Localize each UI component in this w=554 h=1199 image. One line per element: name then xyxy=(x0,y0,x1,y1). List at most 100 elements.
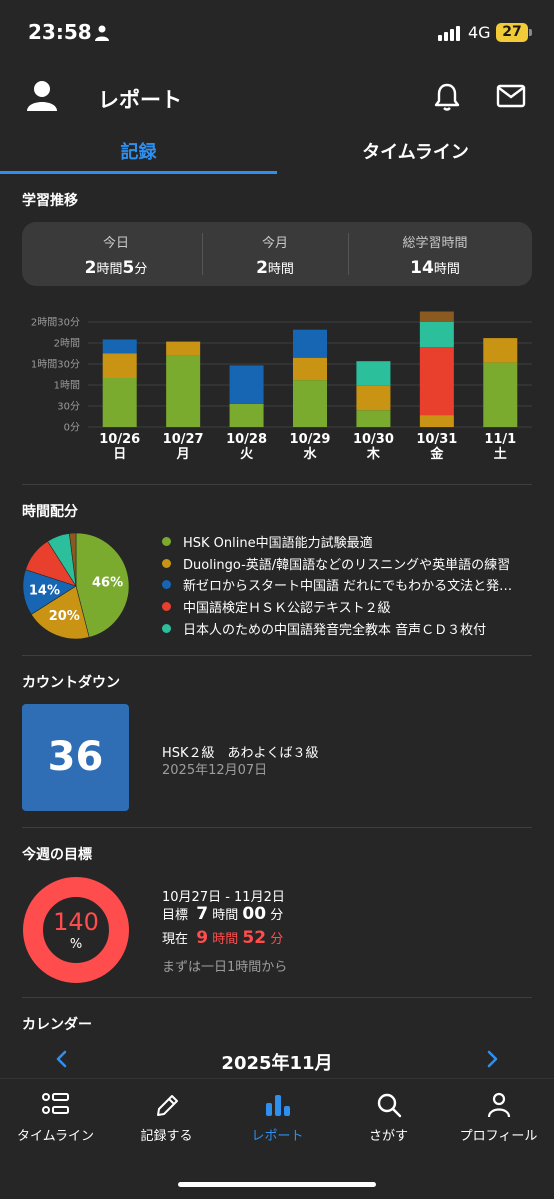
legend-label: HSK Online中国語能力試験最適 xyxy=(183,536,373,552)
bar-segment xyxy=(102,378,137,427)
x-tick-label: 10/30 xyxy=(353,432,394,447)
legend-label: 日本人のための中国語発音完全教本 音声ＣＤ３枚付 xyxy=(183,622,487,638)
x-weekday-label: 日 xyxy=(113,447,126,462)
x-tick-label: 10/31 xyxy=(416,432,457,447)
study-trend-title: 学習推移 xyxy=(22,193,78,209)
bar-segment xyxy=(483,362,518,427)
bar-segment xyxy=(229,365,264,404)
summary-total-label: 総学習時間 xyxy=(402,236,468,251)
x-weekday-label: 土 xyxy=(494,446,507,462)
weekly-goal-title: 今週の目標 xyxy=(22,847,92,863)
bar-segment xyxy=(419,322,454,348)
network-type: 4G xyxy=(468,23,491,42)
tab-record[interactable]: 記録 xyxy=(120,142,157,163)
summary-box xyxy=(22,222,532,286)
bar-segment xyxy=(419,347,454,416)
x-weekday-label: 木 xyxy=(366,446,381,462)
profile-avatar-icon[interactable] xyxy=(26,80,58,112)
tab-active-indicator xyxy=(0,171,277,174)
status-time: 23:58 xyxy=(28,20,92,44)
nav-report[interactable]: レポート xyxy=(222,1092,333,1144)
pie-slice xyxy=(30,585,90,640)
x-tick-label: 10/26 xyxy=(99,432,140,447)
nav-profile[interactable]: プロフィール xyxy=(443,1092,554,1144)
bar-segment xyxy=(102,353,137,378)
countdown-date: 2025年12月07日 xyxy=(162,763,268,778)
x-tick-label: 10/27 xyxy=(163,432,204,447)
bar-segment xyxy=(102,339,137,354)
goal-note: まずは一日1時間から xyxy=(162,960,288,975)
mail-icon[interactable] xyxy=(496,84,526,108)
x-weekday-label: 水 xyxy=(303,446,317,462)
home-indicator xyxy=(178,1182,376,1187)
bar-segment xyxy=(166,341,201,356)
y-tick-label: 30分 xyxy=(57,401,80,413)
nav-search[interactable]: さがす xyxy=(333,1092,444,1144)
bar-segment xyxy=(356,410,391,427)
pie-slice-label: 46% xyxy=(92,576,123,591)
bar-segment xyxy=(293,357,327,381)
legend-item: HSK Online中国語能力試験最適 xyxy=(162,531,512,553)
legend-dot xyxy=(162,558,171,568)
bar-segment xyxy=(293,329,327,358)
summary-month-label: 今月 xyxy=(261,236,288,251)
pie-slice-label: 20% xyxy=(49,609,80,624)
nav-timeline[interactable]: タイムライン xyxy=(0,1092,111,1144)
legend-dot xyxy=(162,623,171,633)
bar-segment xyxy=(419,311,454,322)
bell-icon[interactable] xyxy=(433,82,461,112)
calendar-title: カレンダー xyxy=(22,1017,92,1033)
daily-study-bar-chart: 0分 30分 1時間 1時間30分 2時間 2時間30分 10/26日 10/27月 10/28… xyxy=(31,311,532,462)
bar-chart-icon xyxy=(265,1095,290,1116)
goal-target: 目標 7 時間 00 分 xyxy=(162,904,284,924)
bar-segment xyxy=(419,415,454,427)
legend-label: 中国語検定ＨＳＫ公認テキスト２級 xyxy=(183,601,391,617)
bar-segment xyxy=(293,380,327,427)
y-tick-label: 0分 xyxy=(64,422,80,434)
y-tick-label: 1時間30分 xyxy=(31,359,80,371)
x-tick-label: 11/1 xyxy=(484,432,516,447)
pie-slice xyxy=(75,532,130,638)
summary-month-value: 2時間 xyxy=(256,258,294,278)
chevron-left-icon[interactable] xyxy=(55,1050,69,1068)
x-weekday-label: 金 xyxy=(429,446,444,462)
nav-search-label: さがす xyxy=(368,1129,408,1144)
person-status-icon xyxy=(95,25,109,41)
nav-timeline-label: タイムライン xyxy=(16,1129,95,1144)
section-divider xyxy=(22,827,532,828)
countdown-days[interactable]: 36 xyxy=(22,704,129,811)
goal-percent-sign: % xyxy=(69,937,83,952)
page-title: レポート xyxy=(98,88,182,112)
legend-dot xyxy=(162,602,171,612)
y-tick-label: 2時間30分 xyxy=(31,317,80,329)
bar-segment xyxy=(166,355,201,427)
calendar-month: 2025年11月 xyxy=(221,1053,333,1074)
legend-item: Duolingo-英語/韓国語などのリスニングや英単語の練習 xyxy=(162,553,512,575)
x-tick-label: 10/29 xyxy=(290,432,331,447)
person-icon xyxy=(487,1092,510,1118)
section-divider xyxy=(22,484,532,485)
goal-range: 10月27日 - 11月2日 xyxy=(162,890,285,905)
tab-timeline[interactable]: タイムライン xyxy=(362,142,469,163)
legend-label: Duolingo-英語/韓国語などのリスニングや英単語の練習 xyxy=(183,557,511,573)
bar-segment xyxy=(229,403,264,427)
legend-label: 新ゼロからスタート中国語 だれにでもわかる文法と発… xyxy=(183,579,513,595)
summary-total-value: 14時間 xyxy=(410,258,460,278)
legend-item: 日本人のための中国語発音完全教本 音声ＣＤ３枚付 xyxy=(162,617,512,639)
summary-today: 今日 2時間5分 xyxy=(41,232,191,278)
time-distribution-pie-chart: 46% 20% 14% xyxy=(22,532,130,640)
nav-profile-label: プロフィール xyxy=(459,1129,538,1144)
time-distribution-title: 時間配分 xyxy=(22,504,78,520)
chevron-right-icon[interactable] xyxy=(485,1050,499,1068)
nav-record[interactable]: 記録する xyxy=(111,1092,222,1144)
pie-slice xyxy=(69,532,77,587)
signal-icon xyxy=(438,26,460,41)
bar-segment xyxy=(356,385,391,411)
nav-report-label: レポート xyxy=(251,1129,304,1144)
battery-tip xyxy=(529,29,532,36)
legend-item: 中国語検定ＨＳＫ公認テキスト２級 xyxy=(162,596,512,618)
summary-month: 今月 2時間 xyxy=(200,232,350,278)
y-tick-label: 1時間 xyxy=(54,380,80,392)
countdown-title: カウントダウン xyxy=(22,675,120,691)
x-tick-label: 10/28 xyxy=(226,432,267,447)
